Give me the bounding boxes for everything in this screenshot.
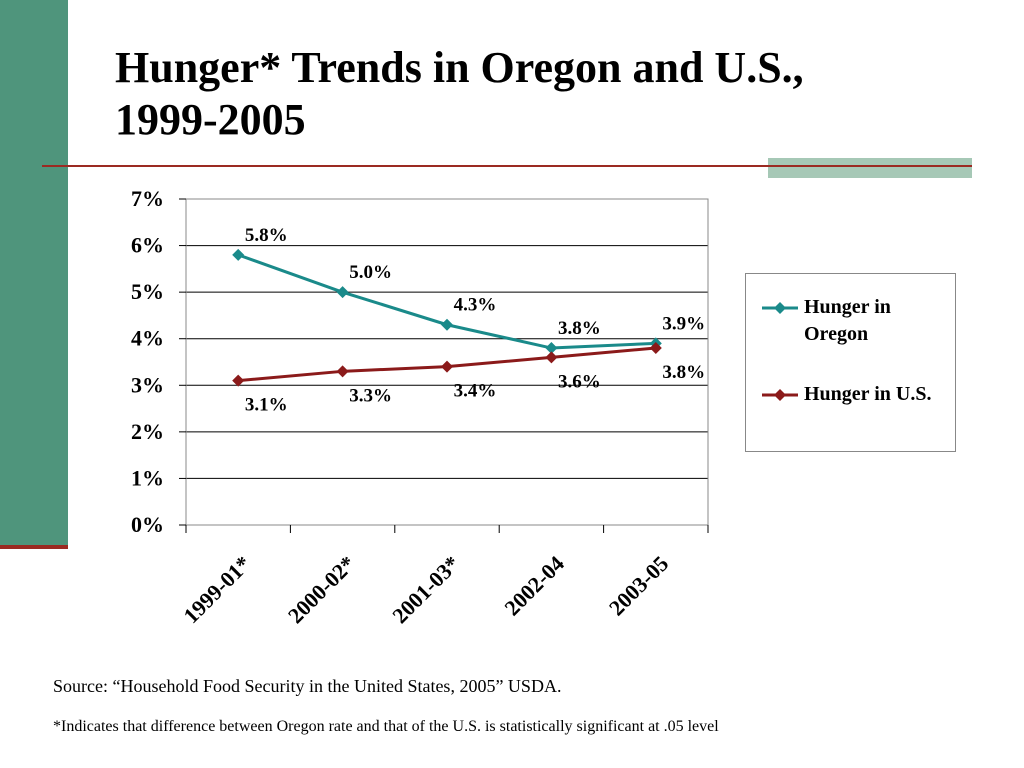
chart-legend: Hunger in Oregon Hunger in U.S. bbox=[745, 273, 956, 452]
x-tick-label: 2002-04 bbox=[499, 551, 569, 621]
data-label-oregon: 3.8% bbox=[558, 318, 601, 339]
sidebar-accent-base bbox=[0, 545, 68, 549]
slide-title: Hunger* Trends in Oregon and U.S., 1999-… bbox=[115, 42, 935, 146]
y-tick-label: 4% bbox=[131, 326, 164, 351]
footnote: *Indicates that difference between Orego… bbox=[53, 718, 719, 735]
data-label-us: 3.4% bbox=[454, 381, 497, 402]
data-label-oregon: 3.9% bbox=[662, 313, 705, 334]
x-tick-label: 2000-02* bbox=[283, 551, 360, 628]
chart-gridlines bbox=[186, 245, 708, 479]
y-tick-label: 3% bbox=[131, 372, 164, 397]
data-label-us: 3.8% bbox=[662, 362, 705, 383]
title-rule-accent bbox=[768, 158, 972, 178]
data-point-oregon bbox=[336, 286, 349, 299]
y-axis-ticks: 0% 1% 2% 3% 4% 5% 6% 7% bbox=[131, 186, 186, 537]
x-axis-ticks: 1999-01* 2000-02* 2001-03* 2002-04 2003-05 bbox=[178, 525, 709, 628]
x-tick-label: 2003-05 bbox=[604, 551, 674, 621]
data-label-us: 3.3% bbox=[349, 385, 392, 406]
y-tick-label: 5% bbox=[131, 279, 164, 304]
title-rule bbox=[42, 165, 972, 167]
data-label-oregon: 5.8% bbox=[245, 225, 288, 246]
data-point-us bbox=[649, 342, 662, 355]
y-tick-label: 0% bbox=[131, 512, 164, 537]
data-label-us: 3.6% bbox=[558, 371, 601, 392]
sidebar-accent bbox=[0, 0, 68, 548]
x-tick-label: 1999-01* bbox=[178, 551, 255, 628]
plot-area-frame bbox=[185, 198, 709, 526]
legend-label-us: Hunger in U.S. bbox=[804, 383, 932, 405]
data-point-oregon bbox=[232, 248, 245, 261]
data-point-us bbox=[441, 360, 453, 373]
data-label-oregon: 4.3% bbox=[454, 295, 497, 316]
slide-title-line-2: 1999-2005 bbox=[115, 95, 306, 144]
slide-title-line-1: Hunger* Trends in Oregon and U.S., bbox=[115, 43, 804, 92]
source-note: Source: “Household Food Security in the … bbox=[53, 676, 562, 696]
title-rule-accent-line bbox=[768, 165, 972, 167]
data-point-oregon bbox=[441, 318, 453, 331]
y-tick-label: 6% bbox=[131, 233, 164, 258]
y-tick-label: 2% bbox=[131, 419, 164, 444]
data-point-us bbox=[336, 365, 349, 378]
chart-series: 5.8% 5.0% 4.3% 3.8% 3.9% 3.1% 3.3% 3.4% 3.6% 3.8% bbox=[232, 225, 705, 416]
data-point-us bbox=[545, 351, 558, 364]
legend-swatch-oregon bbox=[762, 302, 798, 314]
data-point-us bbox=[232, 374, 245, 387]
data-point-oregon bbox=[545, 342, 558, 355]
data-label-oregon: 5.0% bbox=[349, 262, 392, 283]
legend-label-oregon: Hunger in Oregon bbox=[804, 296, 891, 345]
data-label-us: 3.1% bbox=[245, 395, 288, 416]
x-tick-label: 2001-03* bbox=[387, 551, 464, 628]
y-tick-label: 1% bbox=[131, 465, 164, 490]
y-tick-label: 7% bbox=[131, 186, 164, 211]
legend-swatch-us bbox=[762, 389, 798, 401]
